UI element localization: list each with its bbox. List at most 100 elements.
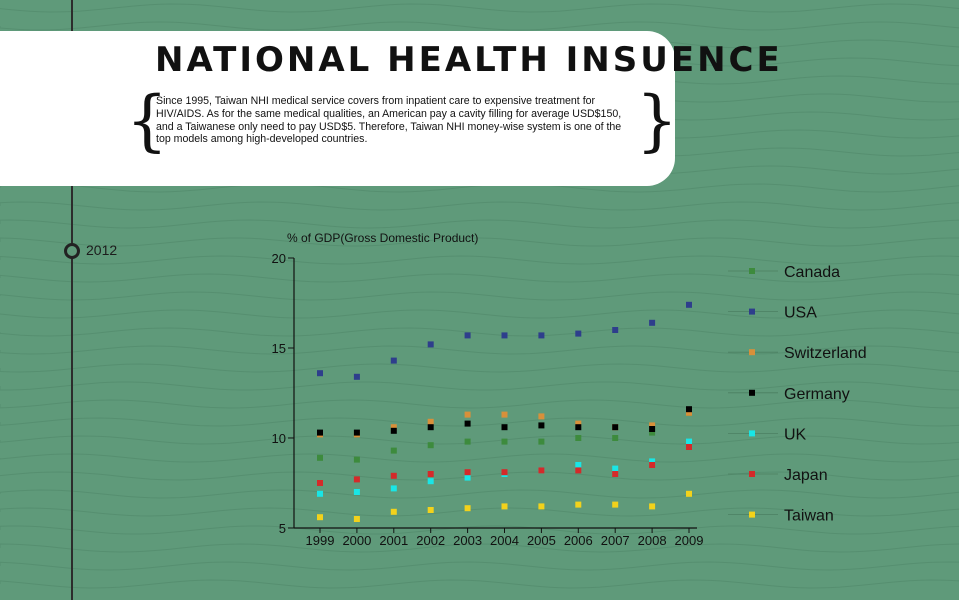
right-brace-icon: } [636,82,678,159]
data-point-switzerland [464,411,471,418]
data-point-uk [464,474,471,481]
data-point-germany [353,429,360,436]
data-point-uk [649,458,656,465]
header-card [0,31,675,186]
wave-line [0,471,959,481]
data-point-switzerland [575,420,582,427]
data-point-taiwan [317,514,323,521]
wave-line [0,345,959,355]
data-point-uk [427,478,434,485]
wave-line [0,489,959,499]
legend-label-japan: Japan [784,467,828,484]
x-tick-label: 2006 [564,533,593,548]
x-tick-label: 2007 [601,533,630,548]
legend-marker-switzerland [749,349,755,356]
legend-marker-japan [749,471,755,477]
data-point-japan [501,469,508,476]
timeline-line [71,0,73,600]
data-point-japan [390,472,397,479]
data-point-usa [353,373,360,380]
wave-line [0,201,959,211]
data-point-japan [686,444,692,450]
wave-line [0,291,959,301]
data-point-uk [317,490,323,497]
data-point-taiwan [501,503,508,510]
description-text: Since 1995, Taiwan NHI medical service c… [156,95,622,146]
x-tick-label: 2000 [342,533,371,548]
data-point-taiwan [575,501,582,508]
data-point-taiwan [427,507,434,513]
data-point-taiwan [390,508,397,515]
data-point-uk [686,438,692,445]
data-point-japan [612,471,619,477]
data-point-japan [317,480,323,486]
wave-line [0,579,959,589]
legend-label-germany: Germany [784,386,850,403]
data-point-taiwan [464,505,471,512]
data-point-japan [353,476,360,483]
data-point-switzerland [538,413,545,420]
data-point-taiwan [612,501,619,508]
data-point-usa [575,330,582,337]
wave-line [0,363,959,373]
legend-marker-usa [749,308,755,315]
data-point-usa [464,332,471,339]
wave-line [0,417,959,427]
data-point-germany [612,424,619,431]
legend-label-usa: USA [784,305,817,322]
data-point-switzerland [649,422,656,429]
wave-line [0,273,959,283]
data-point-germany [501,424,508,431]
legend-label-taiwan: Taiwan [784,508,834,525]
legend-label-canada: Canada [784,264,840,281]
legend-marker-canada [749,268,755,274]
data-point-germany [464,420,471,427]
data-point-taiwan [649,503,656,510]
wave-line [0,507,959,517]
data-point-usa [538,332,545,339]
wave-line [0,219,959,229]
data-point-germany [649,426,656,432]
wave-line [0,525,959,535]
legend-marker-uk [749,430,755,437]
wave-line [0,435,959,445]
data-point-germany [427,424,434,431]
data-point-canada [538,438,545,445]
data-point-taiwan [686,490,692,497]
legend-marker-germany [749,389,755,396]
data-point-switzerland [390,424,397,431]
x-tick-label: 2003 [453,533,482,548]
data-point-germany [538,422,545,429]
wave-line [0,381,959,391]
x-tick-label: 2005 [527,533,556,548]
wave-line [0,327,959,337]
y-axis-label: % of GDP(Gross Domestic Product) [287,231,479,245]
x-tick-label: 2009 [675,533,704,548]
timeline-year: 2012 [86,242,118,258]
data-point-uk [575,462,582,468]
data-point-canada [390,447,397,454]
data-point-japan [464,469,471,476]
data-point-canada [649,429,656,436]
wave-line [0,453,959,463]
timeline-marker[interactable] [64,243,80,259]
data-point-germany [575,424,582,431]
data-point-uk [612,465,619,472]
data-point-switzerland [501,411,508,418]
x-tick-label: 2001 [379,533,408,548]
data-point-japan [427,471,434,477]
wave-line [0,399,959,409]
y-tick-label: 15 [272,341,286,356]
data-point-japan [575,467,582,474]
data-point-canada [612,435,619,441]
data-point-japan [649,462,656,468]
data-point-usa [427,341,434,348]
data-point-usa [612,327,619,333]
wave-line [0,183,959,193]
y-tick-label: 20 [272,251,286,266]
y-tick-label: 10 [272,431,286,446]
data-point-canada [464,438,471,445]
data-point-usa [317,370,323,377]
x-tick-label: 2008 [638,533,667,548]
